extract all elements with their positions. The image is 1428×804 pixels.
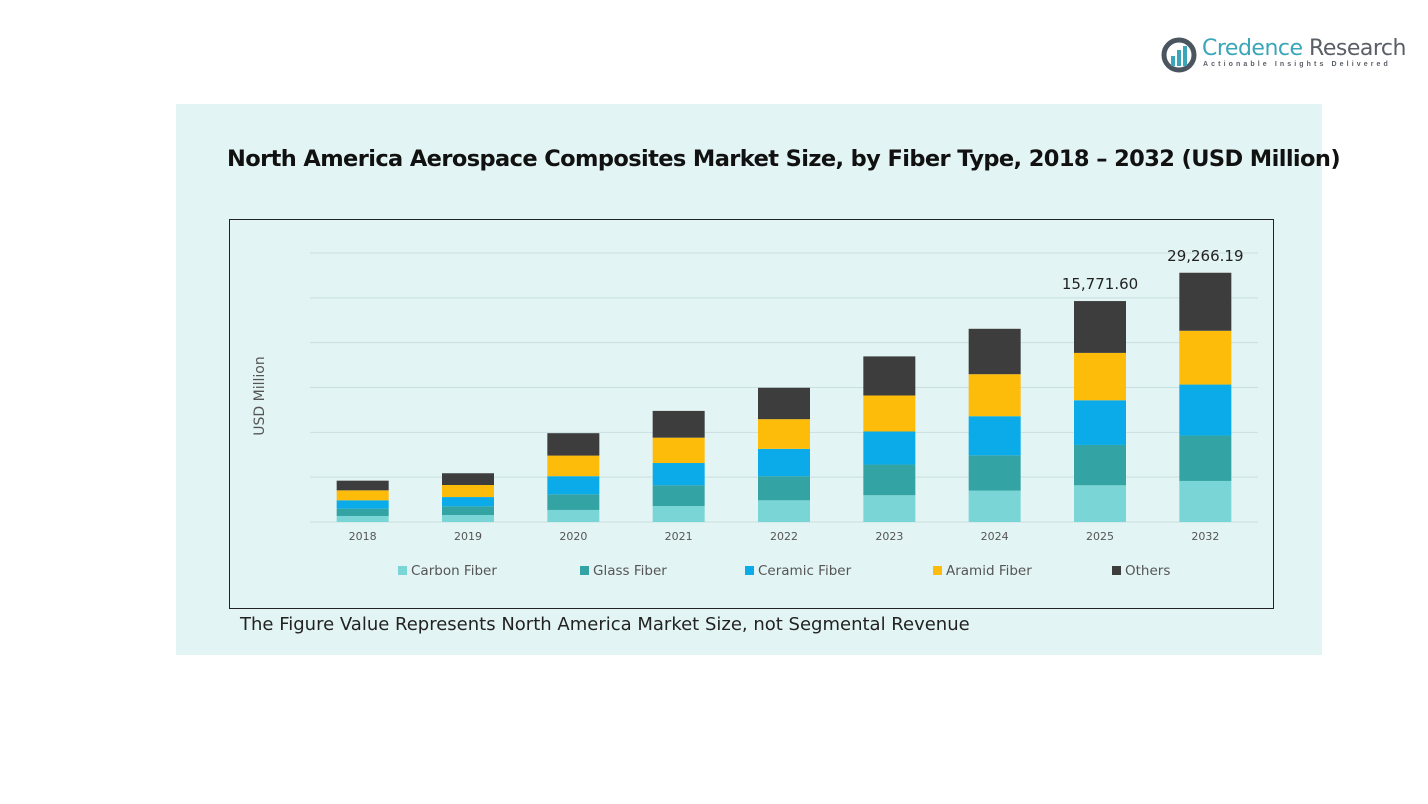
- legend-item: Carbon Fiber: [398, 563, 497, 579]
- x-tick-label: 2032: [1191, 530, 1219, 543]
- x-tick-label: 2019: [454, 530, 482, 543]
- bar-segment-carbon-fiber: [652, 506, 705, 522]
- x-tick-label: 2018: [349, 530, 377, 543]
- bar-segment-carbon-fiber: [863, 495, 916, 522]
- bar-segment-aramid-fiber: [442, 485, 494, 498]
- footer-note: The Figure Value Represents North Americ…: [240, 614, 970, 635]
- bar-segment-others: [1179, 272, 1232, 331]
- logo-chart-icon: [1161, 37, 1197, 73]
- x-tick-label: 2020: [559, 530, 587, 543]
- legend-swatch: [745, 566, 754, 575]
- bar-segment-ceramic-fiber: [758, 448, 810, 477]
- bar-segment-others: [652, 410, 705, 438]
- legend-label: Aramid Fiber: [946, 563, 1032, 579]
- bar-segment-ceramic-fiber: [863, 431, 916, 465]
- x-tick-label: 2023: [875, 530, 903, 543]
- bar-segment-glass-fiber: [863, 464, 916, 496]
- legend-swatch: [933, 566, 942, 575]
- chart-title: North America Aerospace Composites Marke…: [227, 146, 1341, 172]
- bar-segment-aramid-fiber: [758, 419, 810, 449]
- legend-swatch: [398, 566, 407, 575]
- bar-segment-carbon-fiber: [758, 500, 810, 522]
- logo-tagline: Actionable Insights Delivered: [1203, 61, 1391, 68]
- bar-segment-aramid-fiber: [1074, 352, 1126, 401]
- bar-segment-others: [336, 480, 389, 491]
- x-tick-label: 2025: [1086, 530, 1114, 543]
- logo-text: Credence Research: [1202, 36, 1406, 61]
- bar-segment-ceramic-fiber: [336, 500, 389, 509]
- data-label: 29,266.19: [1167, 247, 1243, 265]
- bar-segment-glass-fiber: [547, 494, 600, 510]
- bar-segment-others: [442, 473, 494, 486]
- bar-segment-glass-fiber: [1179, 435, 1232, 481]
- x-tick-label: 2022: [770, 530, 798, 543]
- bar-segment-glass-fiber: [442, 506, 494, 515]
- bar-segment-ceramic-fiber: [1179, 384, 1232, 436]
- legend-item: Aramid Fiber: [933, 563, 1032, 579]
- bar-segment-glass-fiber: [968, 455, 1021, 491]
- legend-label: Glass Fiber: [593, 563, 667, 579]
- bar-segment-glass-fiber: [652, 485, 705, 507]
- bar-segment-carbon-fiber: [1074, 485, 1126, 522]
- bar-segment-others: [968, 328, 1021, 375]
- legend-swatch: [580, 566, 589, 575]
- bar-segment-others: [863, 356, 916, 396]
- legend-item: Others: [1112, 563, 1170, 579]
- bar-segment-ceramic-fiber: [442, 497, 494, 507]
- bar-segment-ceramic-fiber: [652, 463, 705, 486]
- legend-label: Ceramic Fiber: [758, 563, 852, 579]
- bar-segment-carbon-fiber: [547, 509, 600, 522]
- legend-label: Carbon Fiber: [411, 563, 497, 579]
- bar-segment-others: [758, 387, 810, 420]
- data-label: 15,771.60: [1062, 275, 1138, 293]
- bar-segment-others: [547, 433, 600, 456]
- x-tick-label: 2024: [981, 530, 1009, 543]
- x-tick-label: 2021: [665, 530, 693, 543]
- bar-segment-ceramic-fiber: [547, 476, 600, 495]
- bar-segment-others: [1074, 301, 1126, 353]
- bar-segment-ceramic-fiber: [968, 416, 1021, 456]
- bar-segment-aramid-fiber: [968, 374, 1021, 417]
- legend-item: Glass Fiber: [580, 563, 667, 579]
- legend-label: Others: [1125, 563, 1171, 579]
- credence-research-logo: Credence Research Actionable Insights De…: [1160, 36, 1406, 76]
- bar-segment-aramid-fiber: [547, 455, 600, 477]
- chart-frame: [229, 219, 1274, 609]
- bar-segment-carbon-fiber: [442, 514, 494, 522]
- chart-panel: [176, 104, 1322, 655]
- bar-segment-glass-fiber: [336, 508, 389, 516]
- legend-swatch: [1112, 566, 1121, 575]
- bar-segment-glass-fiber: [1074, 444, 1126, 486]
- bar-segment-ceramic-fiber: [1074, 400, 1126, 445]
- bar-segment-carbon-fiber: [1179, 480, 1232, 522]
- bar-segment-aramid-fiber: [652, 437, 705, 464]
- bar-segment-aramid-fiber: [863, 395, 916, 432]
- legend-item: Ceramic Fiber: [745, 563, 851, 579]
- bar-segment-aramid-fiber: [336, 490, 389, 501]
- bar-segment-glass-fiber: [758, 476, 810, 501]
- logo-brand-2: Research: [1302, 36, 1406, 61]
- bar-segment-aramid-fiber: [1179, 330, 1232, 385]
- logo-brand-1: Credence: [1202, 36, 1303, 61]
- bar-segment-carbon-fiber: [968, 490, 1021, 522]
- bar-segment-carbon-fiber: [336, 515, 389, 522]
